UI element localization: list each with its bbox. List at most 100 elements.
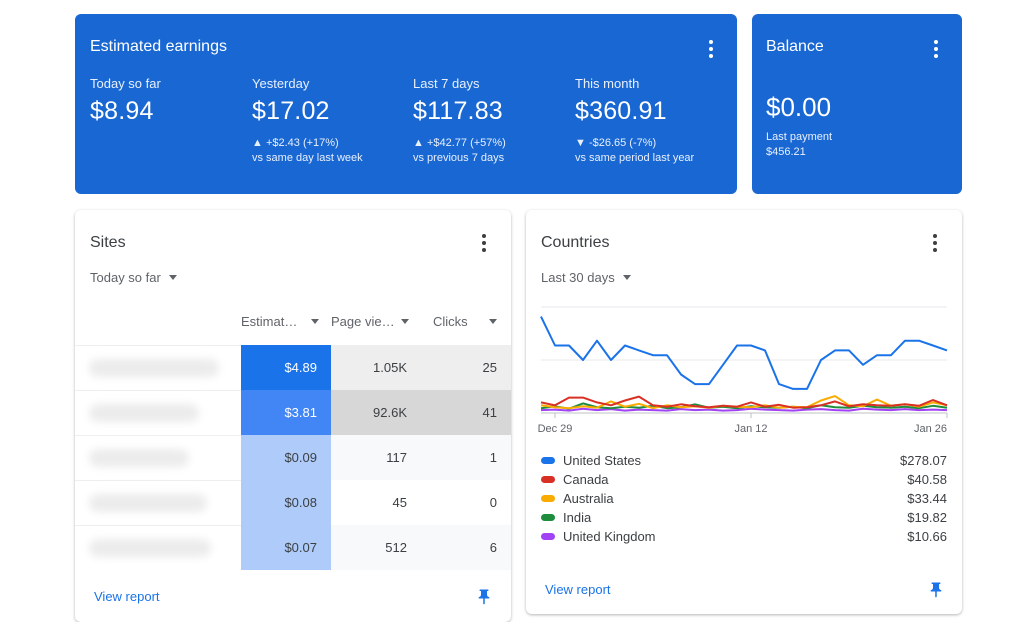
x-tick-label: Jan 12 [734, 423, 767, 435]
legend-name: Australia [563, 491, 614, 506]
series-line-united-kingdom [540, 407, 948, 412]
legend-name: United Kingdom [563, 529, 656, 544]
legend-value: $40.58 [907, 472, 947, 487]
x-tick-label: Jan 26 [914, 423, 947, 435]
legend-value: $33.44 [907, 491, 947, 506]
row-divider [75, 390, 241, 391]
table-row[interactable]: $0.09 117 1 [75, 435, 511, 480]
sort-caret-icon [311, 319, 319, 324]
metric-label: This month [575, 76, 640, 91]
x-tick-label: Dec 29 [538, 423, 573, 435]
legend-swatch [541, 514, 555, 521]
legend-swatch [541, 533, 555, 540]
sort-caret-icon [489, 319, 497, 324]
site-name-redacted [89, 359, 219, 377]
legend-name: India [563, 510, 592, 525]
earnings-title: Estimated earnings [90, 38, 227, 55]
legend-value: $19.82 [907, 510, 947, 525]
row-divider [75, 525, 241, 526]
countries-more-icon[interactable] [927, 233, 943, 253]
legend-item: Canada $40.58 [541, 470, 947, 489]
metric-value: $17.02 [252, 97, 330, 125]
sort-caret-icon [401, 319, 409, 324]
legend-item: Australia $33.44 [541, 489, 947, 508]
last-payment: Last payment $456.21 [766, 130, 832, 160]
balance-more-icon[interactable] [928, 39, 944, 59]
legend-swatch [541, 495, 555, 502]
countries-title: Countries [541, 234, 610, 251]
table-row[interactable]: $0.08 45 0 [75, 480, 511, 525]
earnings-more-icon[interactable] [703, 39, 719, 59]
row-divider [75, 435, 241, 436]
pageviews-cell: 1.05K [331, 345, 421, 390]
countries-legend: United States $278.07 Canada $40.58 Aust… [541, 451, 947, 546]
metric-today: Today so far $8.94 [90, 76, 250, 126]
clicks-cell: 6 [421, 525, 511, 570]
table-row[interactable]: $0.07 512 6 [75, 525, 511, 570]
pageviews-cell: 117 [331, 435, 421, 480]
metric-label: Yesterday [252, 76, 310, 91]
clicks-cell: 1 [421, 435, 511, 480]
series-line-australia [540, 395, 948, 410]
metric-last-7-days: Last 7 days $117.83 ▲ +$42.77 (+57%) vs … [413, 76, 573, 166]
metric-this-month: This month $360.91 ▼ -$26.65 (-7%) vs sa… [575, 76, 735, 166]
column-page-views[interactable]: Page vie… [331, 314, 409, 329]
metric-yesterday: Yesterday $17.02 ▲ +$2.43 (+17%) vs same… [252, 76, 412, 166]
table-row[interactable]: $4.89 1.05K 25 [75, 345, 511, 390]
pin-icon[interactable] [927, 579, 945, 601]
sites-card: Sites Today so far Estimat… Page vie… Cl… [75, 210, 511, 622]
site-name-redacted [89, 539, 211, 557]
countries-card: Countries Last 30 days Dec 29 Jan 12 Jan 2… [526, 210, 962, 614]
metric-compare: vs same period last year [575, 152, 695, 164]
column-clicks[interactable]: Clicks [433, 314, 497, 329]
sites-range-label: Today so far [90, 270, 161, 285]
pageviews-cell: 512 [331, 525, 421, 570]
column-label: Estimat… [241, 314, 298, 329]
last-payment-label: Last payment [766, 131, 833, 143]
countries-range-dropdown[interactable]: Last 30 days [541, 270, 631, 285]
series-line-canada [540, 395, 948, 409]
legend-value: $278.07 [900, 453, 947, 468]
metric-label: Today so far [90, 76, 161, 91]
sites-range-dropdown[interactable]: Today so far [90, 270, 177, 285]
clicks-cell: 41 [421, 390, 511, 435]
balance-value: $0.00 [766, 92, 832, 122]
balance-card: Balance $0.00 Last payment $456.21 [752, 14, 962, 194]
estimated-earnings-card: Estimated earnings Today so far $8.94 Ye… [75, 14, 737, 194]
legend-name: United States [563, 453, 642, 468]
legend-item: United States $278.07 [541, 451, 947, 470]
countries-range-label: Last 30 days [541, 270, 615, 285]
metric-compare: vs same day last week [252, 152, 363, 164]
column-label: Clicks [433, 314, 468, 329]
legend-swatch [541, 457, 555, 464]
chevron-down-icon [168, 275, 177, 280]
site-name-redacted [89, 494, 207, 512]
legend-name: Canada [563, 472, 609, 487]
legend-value: $10.66 [907, 529, 947, 544]
site-name-redacted [89, 449, 189, 467]
sites-more-icon[interactable] [476, 233, 492, 253]
metric-label: Last 7 days [413, 76, 480, 91]
countries-view-report-link[interactable]: View report [545, 582, 611, 597]
pin-icon[interactable] [475, 586, 493, 608]
legend-item: United Kingdom $10.66 [541, 527, 947, 546]
earnings-cell: $0.07 [241, 525, 331, 570]
earnings-cell: $0.09 [241, 435, 331, 480]
metric-value: $8.94 [90, 97, 154, 125]
clicks-cell: 25 [421, 345, 511, 390]
column-estimated-earnings[interactable]: Estimat… [241, 314, 319, 329]
clicks-cell: 0 [421, 480, 511, 525]
earnings-cell: $3.81 [241, 390, 331, 435]
row-divider [75, 345, 241, 346]
metric-compare: vs previous 7 days [413, 152, 505, 164]
metric-change: ▲ +$42.77 (+57%) [413, 137, 506, 149]
sites-view-report-link[interactable]: View report [94, 589, 160, 604]
earnings-cell: $0.08 [241, 480, 331, 525]
countries-line-chart: Dec 29 Jan 12 Jan 26 [538, 306, 948, 435]
table-row[interactable]: $3.81 92.6K 41 [75, 390, 511, 435]
earnings-cell: $4.89 [241, 345, 331, 390]
metric-change: ▲ +$2.43 (+17%) [252, 137, 339, 149]
pageviews-cell: 92.6K [331, 390, 421, 435]
last-payment-value: $456.21 [766, 146, 806, 158]
metric-change: ▼ -$26.65 (-7%) [575, 137, 657, 149]
